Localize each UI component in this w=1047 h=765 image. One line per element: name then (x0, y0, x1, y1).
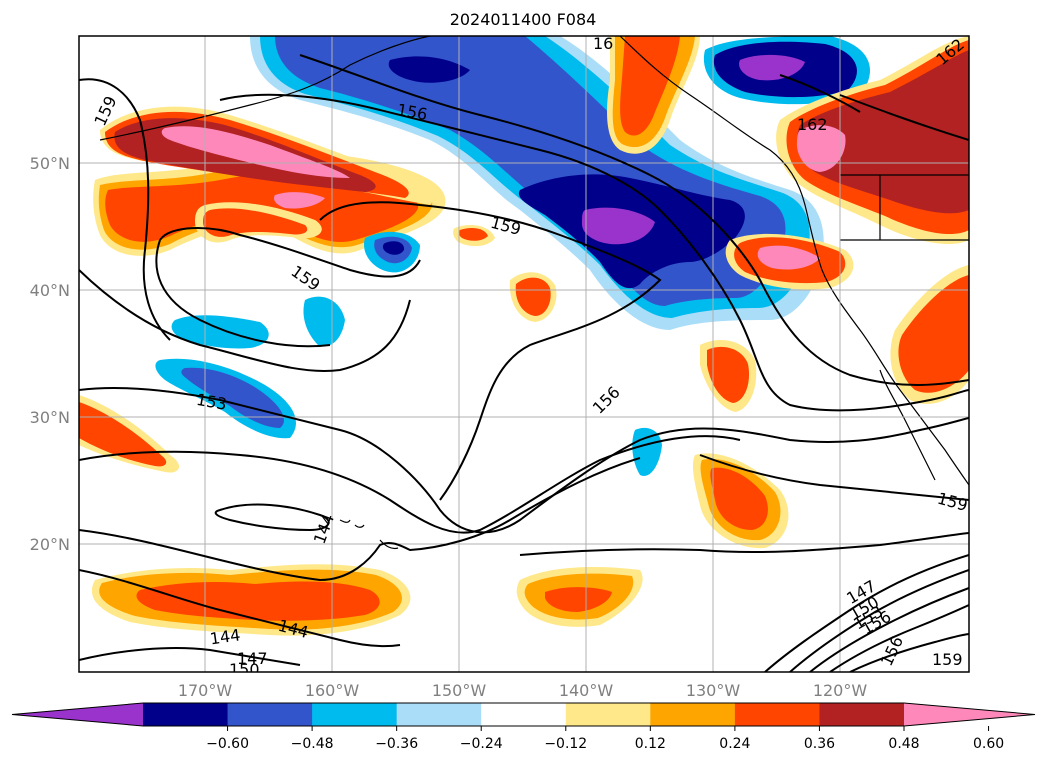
colorbar-tick-label: 0.60 (973, 736, 1004, 752)
lat-label-30n: 30°N (30, 408, 70, 427)
lat-label-40n: 40°N (30, 281, 70, 300)
colorbar-tick-label: −0.12 (544, 736, 587, 752)
lon-label-120w: 120°W (813, 681, 868, 700)
lat-label-20n: 20°N (30, 535, 70, 554)
colorbar-segment (565, 703, 651, 726)
contour-label: 159 (932, 650, 963, 669)
coastlines (99, 36, 969, 550)
lon-label-150w: 150°W (432, 681, 487, 700)
colorbar-tick-label: 0.48 (888, 736, 919, 752)
contour-label: 147 (237, 649, 268, 668)
colorbar-segment (227, 703, 313, 726)
colorbar-segment (481, 703, 567, 726)
colorbar-segment (143, 703, 229, 726)
map-title: 2024011400 F084 (450, 10, 597, 29)
lon-label-130w: 130°W (686, 681, 741, 700)
shaded-field (79, 36, 969, 636)
colorbar-tick-label: −0.36 (375, 736, 418, 752)
lon-label-160w: 160°W (305, 681, 360, 700)
colorbar-tick-label: 0.24 (719, 736, 750, 752)
colorbar-tick-label: −0.60 (206, 736, 249, 752)
lat-label-50n: 50°N (30, 154, 70, 173)
contour-label: 150 (229, 660, 260, 679)
contour-label: 162 (797, 115, 828, 134)
colorbar-tick-label: −0.24 (460, 736, 503, 752)
colorbar-segment (650, 703, 736, 726)
lon-labels: 170°W 160°W 150°W 140°W 130°W 120°W (178, 681, 868, 700)
colorbar-segment (396, 703, 482, 726)
colorbar-extend-high (904, 703, 1035, 726)
lat-labels: 50°N 40°N 30°N 20°N (30, 154, 70, 554)
contours (79, 54, 969, 672)
colorbar-tick-label: 0.12 (635, 736, 666, 752)
colorbar-segment (819, 703, 905, 726)
colorbar: −0.60 −0.48 −0.36 −0.24 −0.12 0.12 0.24 0.36 0.4… (11, 702, 1036, 752)
colorbar-segment (734, 703, 820, 726)
colorbar-segment (312, 703, 398, 726)
lon-label-140w: 140°W (559, 681, 614, 700)
contour-label: 144 (209, 625, 242, 648)
plot-frame (78, 35, 970, 673)
colorbar-outline (11, 702, 1036, 727)
gridlines (79, 36, 969, 672)
colorbar-tick-label: −0.48 (291, 736, 334, 752)
plot-area: 156 159 159 159 162 156 153 144 144 144 … (79, 34, 969, 679)
lon-label-170w: 170°W (178, 681, 233, 700)
colorbar-extend-low (12, 703, 143, 726)
colorbar-tick-label: 0.36 (804, 736, 835, 752)
contour-label: 16 (593, 34, 613, 53)
